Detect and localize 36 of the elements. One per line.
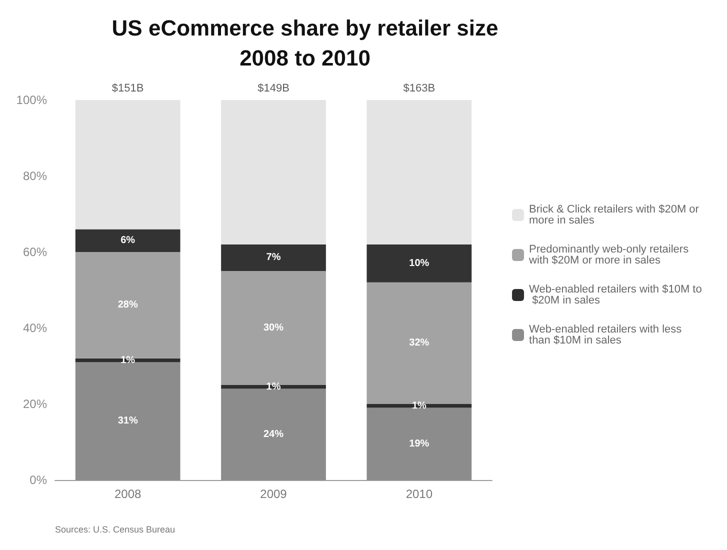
data-label: 28% xyxy=(118,300,138,311)
data-label: 19% xyxy=(409,438,430,450)
bar xyxy=(221,100,326,244)
legend-label: Web-enabled retailers with $10M to $20M in sales xyxy=(529,284,702,306)
y-tick-label: 100% xyxy=(16,93,48,107)
chart-title: US eCommerce share by retailer size 2008 to 2010 xyxy=(112,16,498,70)
bar xyxy=(366,408,472,480)
legend-label: Web-enabled retailers with less than $10M in sales xyxy=(529,324,685,346)
bar xyxy=(366,244,472,282)
bar xyxy=(221,388,326,480)
data-label: 10% xyxy=(409,258,430,269)
data-label: 30% xyxy=(263,322,284,334)
annotation: $149B xyxy=(258,82,290,94)
data-label: 32% xyxy=(409,338,430,349)
y-tick-label: 20% xyxy=(22,397,48,411)
data-label: 31% xyxy=(118,416,138,427)
y-tick-label: 80% xyxy=(22,169,48,183)
bar xyxy=(221,244,326,271)
bar xyxy=(75,229,180,252)
x-tick-label: 2010 xyxy=(406,487,433,501)
legend-label: Predominantly web-only retailers with $20M or more in sales xyxy=(528,244,692,266)
annotation: $151B xyxy=(112,82,144,94)
annotation: $163B xyxy=(403,82,436,94)
data-label: 6% xyxy=(120,235,136,246)
data-label: 7% xyxy=(266,252,281,264)
bar xyxy=(75,362,180,480)
data-label: 24% xyxy=(263,428,284,440)
y-tick-label: 60% xyxy=(22,245,48,259)
x-tick-label: 2008 xyxy=(114,487,142,501)
y-tick-label: 40% xyxy=(22,321,48,335)
legend-label: Brick & Click retailers with $20M or more in sales xyxy=(529,204,702,226)
bar xyxy=(75,100,180,230)
y-tick-label: 0% xyxy=(30,473,48,487)
bar xyxy=(366,100,472,244)
source-note: Sources: U.S. Census Bureau xyxy=(55,524,176,534)
x-tick-label: 2009 xyxy=(260,487,288,501)
